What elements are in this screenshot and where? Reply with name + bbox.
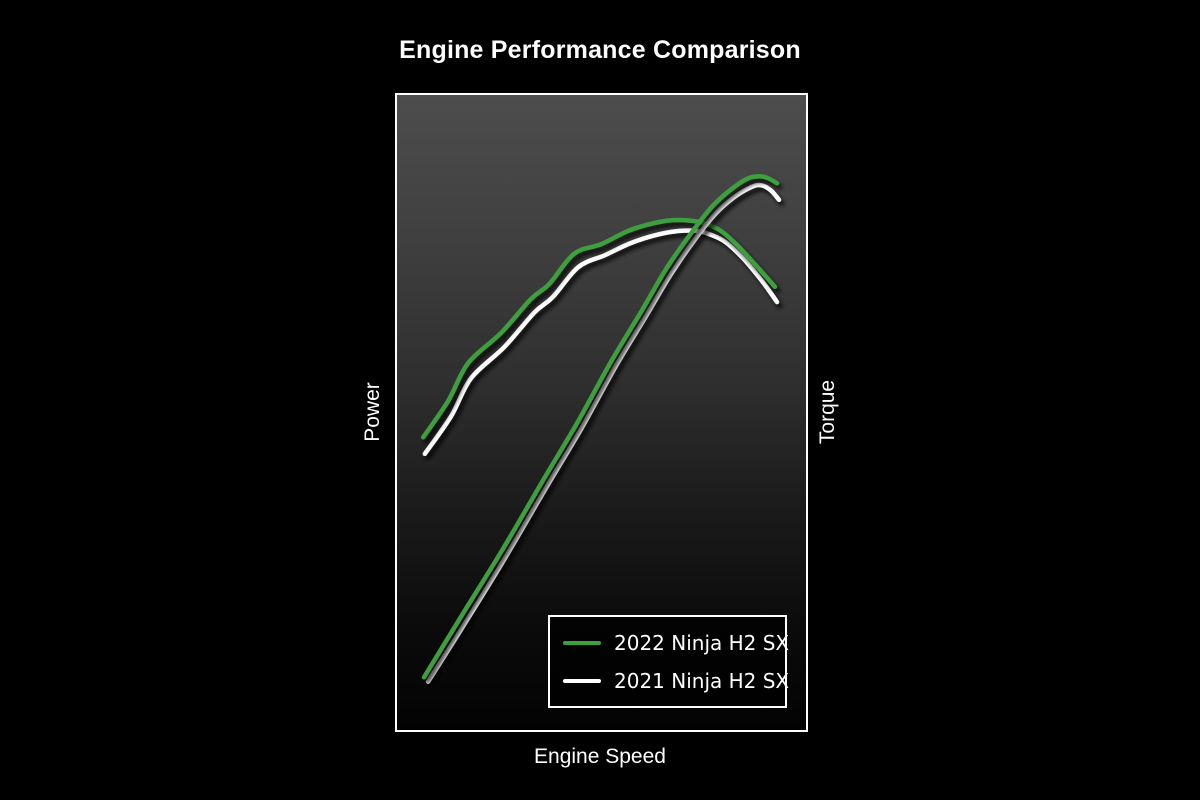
- legend-label-2022: 2022 Ninja H2 SX: [614, 631, 790, 655]
- legend-line-swatch-green: [563, 641, 601, 645]
- legend-line-swatch-white: [563, 679, 601, 683]
- legend-item-2021: 2021 Ninja H2 SX: [563, 662, 789, 700]
- torque-2021-curve: [422, 228, 780, 457]
- y-axis-label-power: Power: [361, 382, 384, 442]
- x-axis-label-engine-speed: Engine Speed: [534, 745, 666, 768]
- performance-curves-svg: [420, 174, 782, 684]
- torque-2022-curve: [420, 217, 778, 440]
- legend: 2022 Ninja H2 SX 2021 Ninja H2 SX: [548, 615, 789, 708]
- power-2022-curve: [421, 174, 780, 680]
- legend-item-2022: 2022 Ninja H2 SX: [563, 624, 789, 662]
- chart-title: Engine Performance Comparison: [399, 36, 801, 64]
- plot-area: 2022 Ninja H2 SX 2021 Ninja H2 SX: [395, 93, 808, 732]
- y-axis-label-torque: Torque: [816, 379, 839, 445]
- power-2021-curve: [425, 182, 782, 684]
- legend-label-2021: 2021 Ninja H2 SX: [614, 669, 790, 693]
